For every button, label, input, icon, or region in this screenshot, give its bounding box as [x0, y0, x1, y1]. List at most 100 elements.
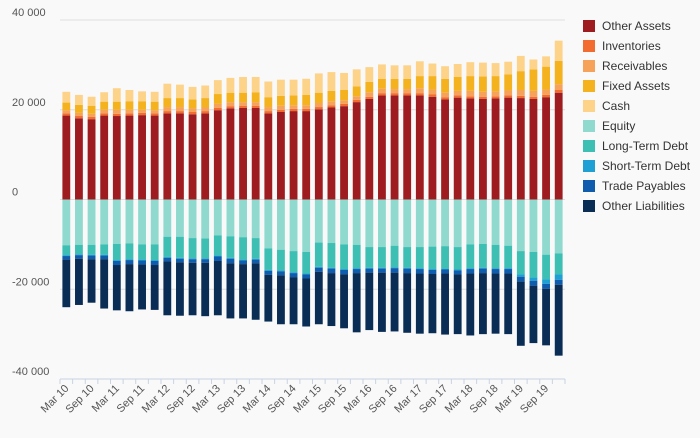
x-tick-label: Sep 14	[266, 383, 299, 416]
bar-segment	[62, 91, 71, 103]
bar-segment	[201, 258, 210, 260]
bar-segment	[441, 268, 449, 270]
bar-segment	[542, 254, 550, 280]
bar-segment	[327, 105, 336, 108]
legend-item[interactable]: Receivables	[583, 56, 690, 76]
bar-segment	[516, 199, 525, 252]
bar-segment	[176, 236, 184, 258]
bar-segment	[529, 277, 538, 281]
legend-item[interactable]: Fixed Assets	[583, 76, 690, 96]
bar-segment	[251, 76, 260, 93]
bar-segment	[390, 89, 399, 94]
bar-segment	[327, 273, 336, 327]
bar-segment	[100, 244, 109, 255]
bar-segment	[87, 255, 96, 260]
legend-item[interactable]: Trade Payables	[583, 176, 690, 196]
legend-item[interactable]: Long-Term Debt	[583, 136, 690, 156]
bar-segment	[277, 79, 285, 96]
bar-segment	[150, 113, 159, 116]
bar-segment	[542, 56, 550, 67]
bar-segment	[340, 199, 348, 245]
bar-segment	[226, 258, 235, 264]
bar-segment	[491, 244, 500, 269]
bar-segment	[112, 88, 121, 102]
legend-item[interactable]: Equity	[583, 116, 690, 136]
bar-segment	[75, 104, 83, 113]
bar-segment	[251, 102, 260, 106]
bar-segment	[302, 111, 311, 200]
legend-swatch	[583, 80, 595, 92]
bar-segment	[213, 80, 222, 95]
legend-item[interactable]: Cash	[583, 96, 690, 116]
x-tick-label: Sep 13	[215, 383, 248, 416]
bar-segment	[100, 92, 109, 102]
bar-segment	[176, 98, 184, 108]
bar-segment	[415, 199, 424, 248]
legend-label: Cash	[602, 99, 631, 113]
bar-segment	[340, 90, 348, 101]
bar-segment	[289, 199, 298, 252]
bar-segment	[314, 92, 323, 104]
bar-segment	[314, 271, 323, 325]
bar-segment	[201, 98, 210, 108]
bar-segment	[138, 244, 146, 260]
bar-segment	[554, 84, 563, 90]
bar-segment	[314, 242, 323, 267]
bar-segment	[378, 272, 386, 332]
bar-segment	[428, 269, 437, 274]
bar-segment	[441, 99, 449, 200]
bar-segment	[340, 274, 348, 329]
bar-segment	[150, 110, 159, 114]
bar-segment	[213, 103, 222, 108]
bar-segment	[428, 63, 437, 77]
bar-segment	[415, 247, 424, 269]
bar-segment	[251, 259, 260, 264]
bar-segment	[213, 256, 222, 261]
bar-segment	[554, 90, 563, 93]
bar-segment	[327, 243, 336, 268]
bar-segment	[100, 199, 109, 245]
bar-segment	[542, 283, 550, 289]
bar-segment	[453, 90, 462, 96]
bar-segment	[491, 76, 500, 92]
bar-segment	[226, 92, 235, 103]
legend-label: Long-Term Debt	[602, 139, 689, 153]
bar-segment	[403, 273, 412, 333]
bar-segment	[201, 85, 210, 99]
legend-label: Inventories	[602, 39, 661, 53]
bar-segment	[125, 243, 134, 260]
bar-segment	[75, 116, 83, 119]
bar-segment	[365, 81, 374, 93]
bar-segment	[504, 273, 513, 335]
bar-segment	[441, 273, 449, 335]
bar-segment	[314, 73, 323, 93]
bar-segment	[138, 260, 146, 265]
bar-segment	[163, 83, 172, 99]
bar-segment	[264, 81, 273, 98]
bar-segment	[239, 76, 247, 93]
bar-segment	[340, 269, 348, 275]
bar-segment	[112, 199, 121, 244]
legend-item[interactable]: Other Liabilities	[583, 196, 690, 216]
bar-segment	[428, 273, 437, 334]
bar-segment	[150, 260, 159, 266]
bar-segment	[75, 94, 83, 105]
legend-item[interactable]: Short-Term Debt	[583, 156, 690, 176]
bar-segment	[554, 60, 563, 85]
bar-segment	[352, 69, 361, 87]
bar-segment	[441, 97, 449, 100]
grid-lines	[60, 19, 565, 380]
bar-segment	[289, 108, 298, 112]
bar-segment	[340, 72, 348, 90]
bar-segment	[176, 84, 184, 99]
legend-item[interactable]: Other Assets	[583, 16, 690, 36]
bar-segment	[516, 90, 525, 96]
bar-segment	[289, 111, 298, 200]
bar-segment	[542, 89, 550, 95]
bar-segment	[138, 115, 146, 200]
bar-segment	[378, 88, 386, 94]
bar-segment	[125, 109, 134, 114]
bar-segment	[479, 91, 487, 97]
legend-item[interactable]: Inventories	[583, 36, 690, 56]
bar-segment	[277, 109, 285, 112]
